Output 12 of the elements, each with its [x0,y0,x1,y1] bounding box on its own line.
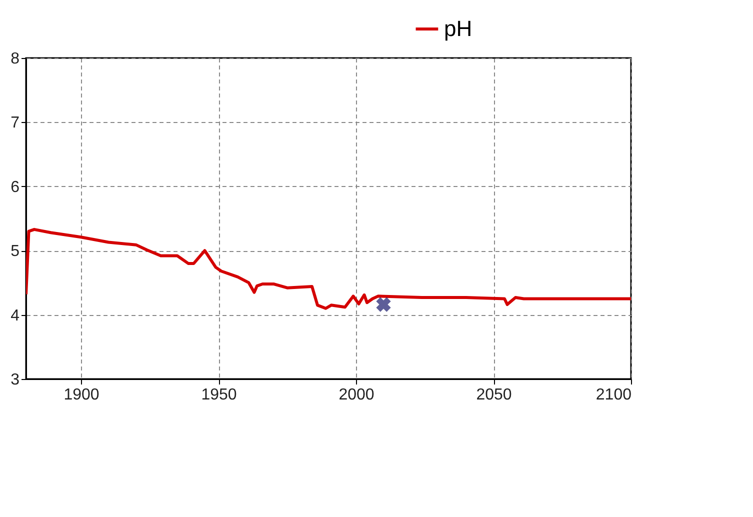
x-tick-label: 2100 [596,386,632,404]
y-tick-label: 8 [10,50,20,68]
x-tick-label: 2050 [476,386,512,404]
x-tick-label: 1950 [201,386,237,404]
y-tick-label: 3 [10,372,20,388]
y-tick-label: 6 [10,178,20,196]
y-tick-label: 5 [10,243,20,260]
legend-label: pH [444,16,472,41]
y-tick-label: 4 [10,307,20,324]
x-tick-label: 1900 [64,386,100,404]
x-tick-label: 2000 [338,386,374,404]
y-tick-label: 7 [10,114,20,132]
